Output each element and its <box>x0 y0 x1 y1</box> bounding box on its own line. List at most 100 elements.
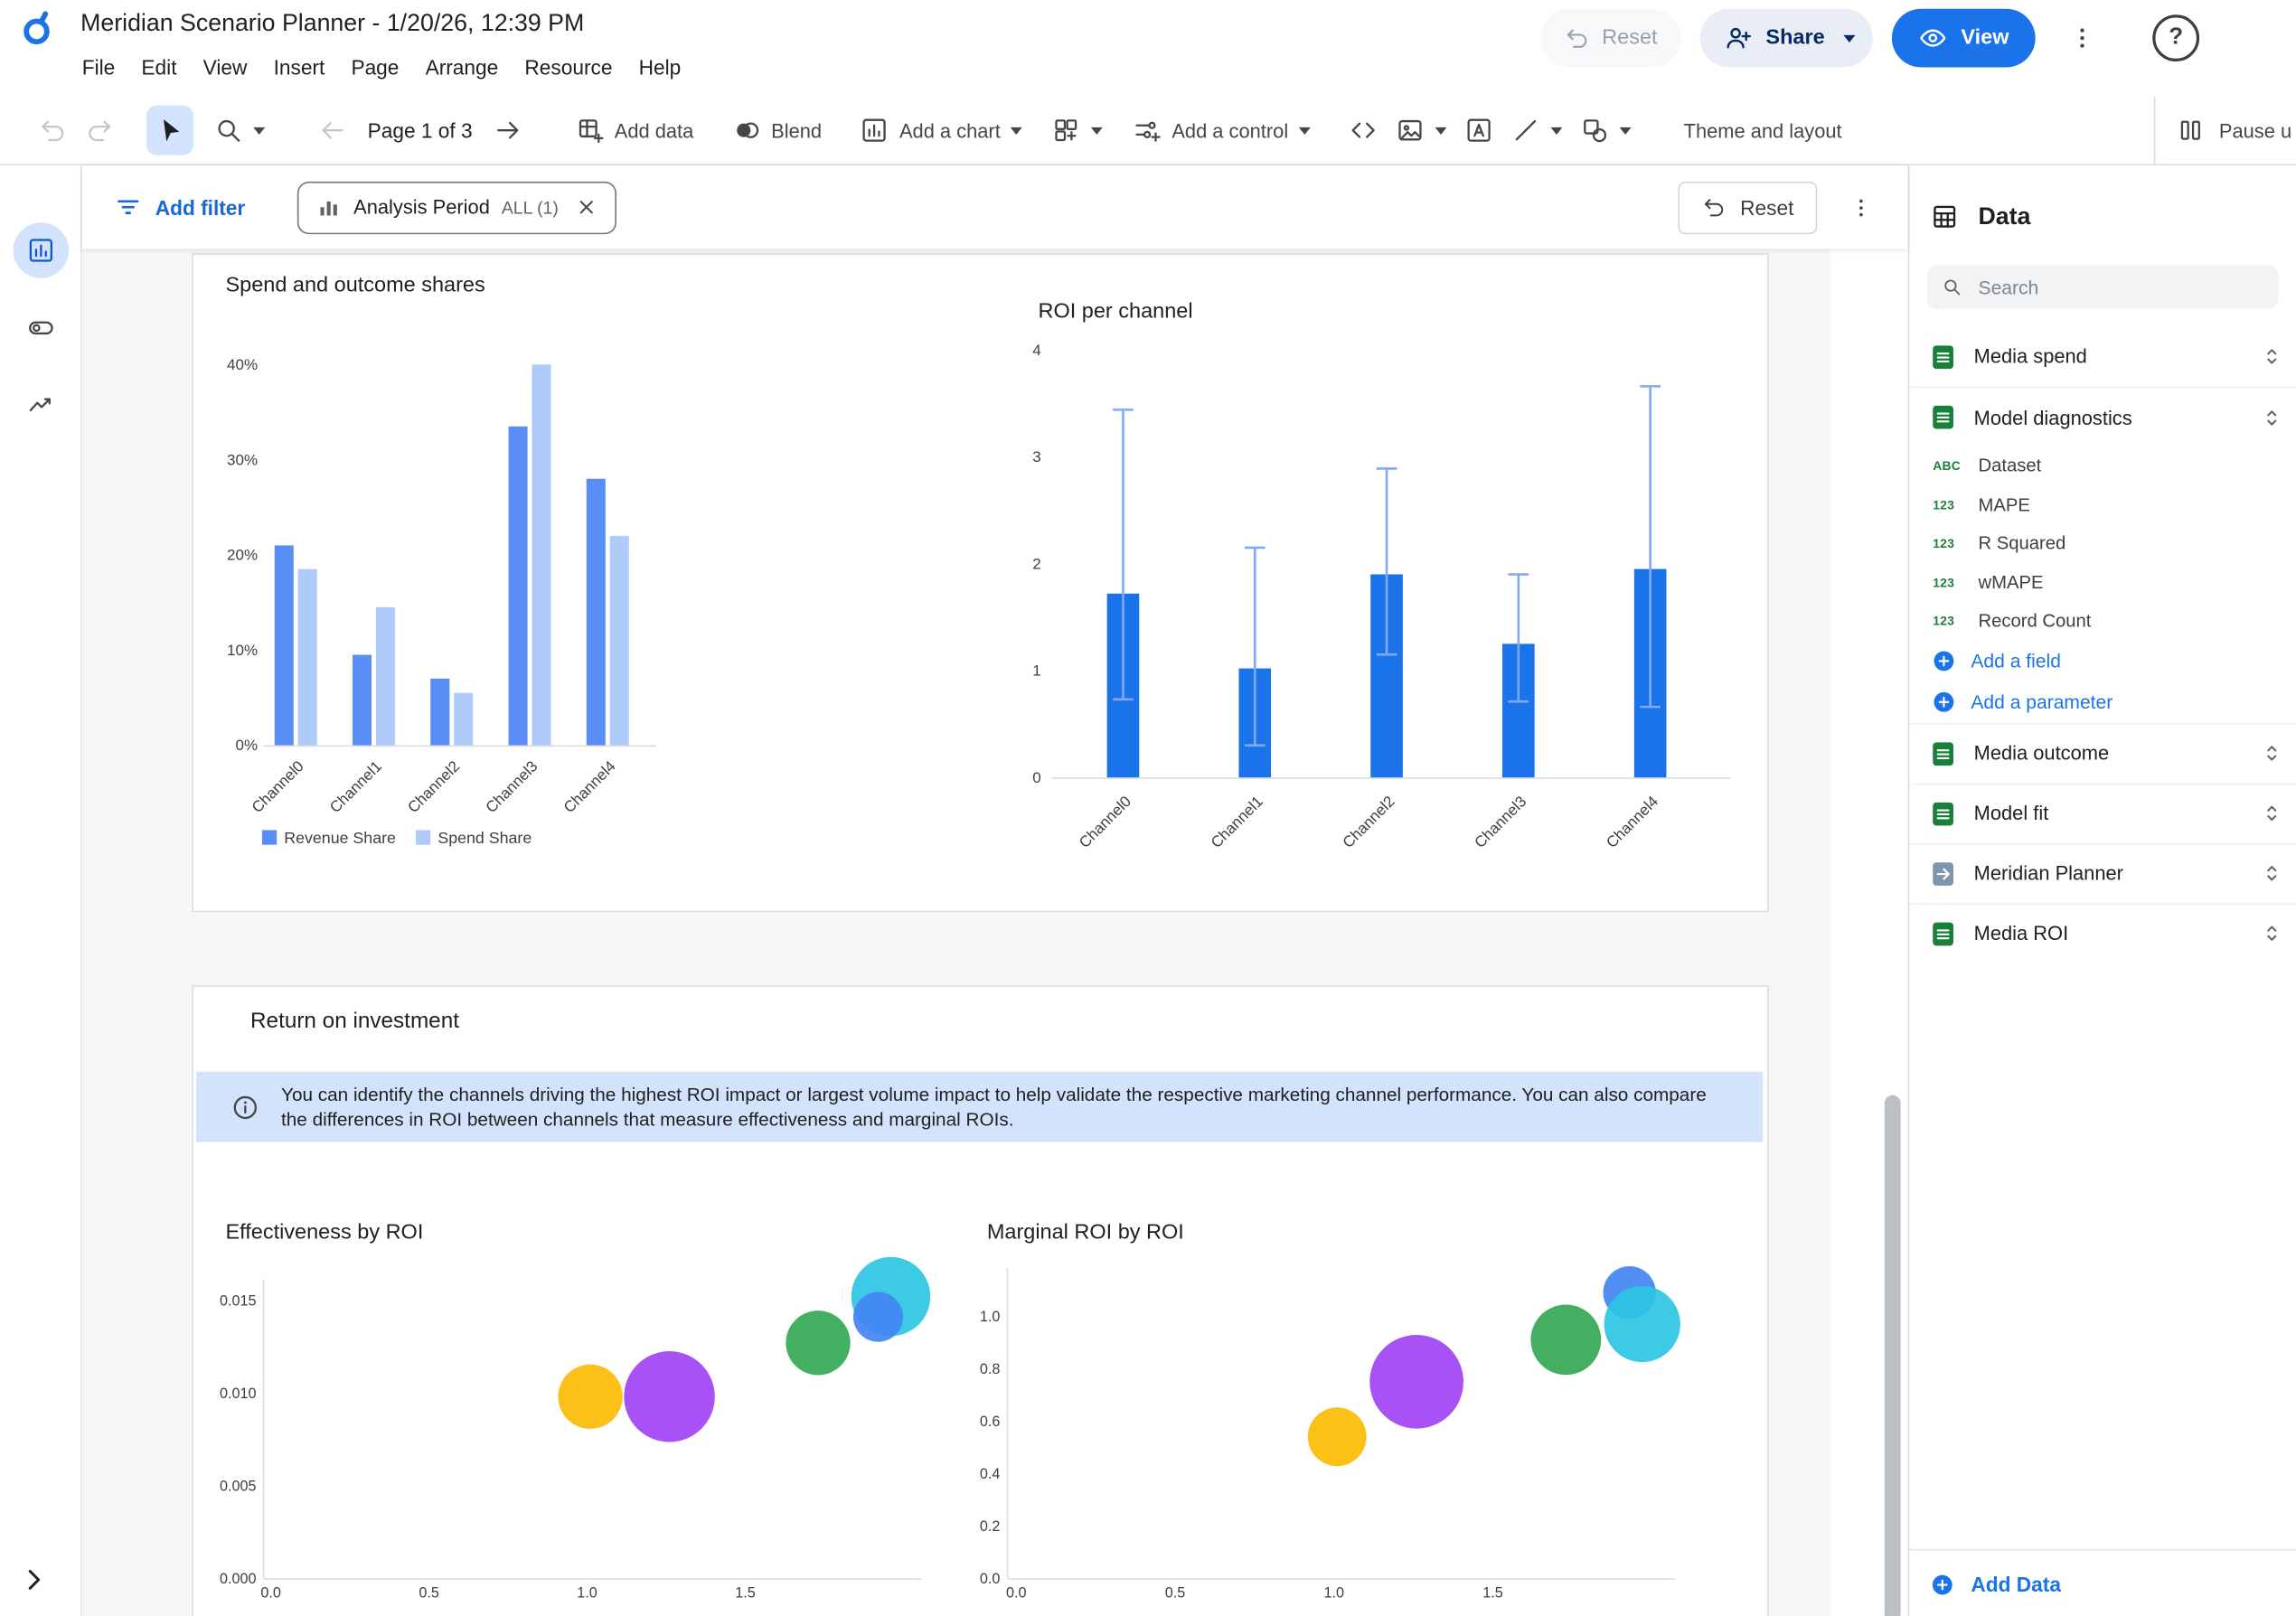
field-mape[interactable]: 123 MAPE <box>1909 485 2296 524</box>
header-more-options-button[interactable] <box>2055 10 2111 66</box>
data-source-media-spend[interactable]: Media spend <box>1909 326 2296 386</box>
rail-controls-button[interactable] <box>14 302 66 354</box>
field-dataset[interactable]: ABC Dataset <box>1909 446 2296 485</box>
panel-action-add-a-field[interactable]: Add a field <box>1909 641 2296 681</box>
svg-text:Spend Share: Spend Share <box>438 829 532 847</box>
svg-text:0.5: 0.5 <box>1165 1584 1186 1601</box>
data-source-meridian-planner[interactable]: Meridian Planner <box>1909 842 2296 902</box>
kebab-icon <box>1859 198 1863 216</box>
add-filter-button[interactable]: Add filter <box>114 193 245 221</box>
source-name: Model diagnostics <box>1973 406 2132 428</box>
chip-close-button[interactable] <box>576 196 598 218</box>
zoom-tool-button[interactable] <box>205 106 274 155</box>
data-source-model-diagnostics[interactable]: Model diagnostics <box>1909 386 2296 446</box>
reset-button-top[interactable]: Reset <box>1540 8 1681 68</box>
community-visualizations-button[interactable] <box>1043 106 1112 155</box>
share-roi-charts-card[interactable]: Spend and outcome shares ROI per channel… <box>192 253 1769 913</box>
menu-arrange[interactable]: Arrange <box>425 55 499 80</box>
menu-resource[interactable]: Resource <box>524 55 613 80</box>
filter-bar-more-button[interactable] <box>1849 195 1873 219</box>
text-icon <box>1467 118 1491 142</box>
svg-text:0%: 0% <box>236 737 259 754</box>
image-icon <box>1398 119 1422 141</box>
panel-action-add-a-parameter[interactable]: Add a parameter <box>1909 681 2296 722</box>
chart-title-roi-per-channel: ROI per channel <box>1038 300 1193 324</box>
field-r-squared[interactable]: 123 R Squared <box>1909 524 2296 563</box>
page-indicator[interactable]: Page 1 of 3 <box>367 118 473 143</box>
sheets-icon <box>1930 920 1956 946</box>
arrow-right-icon <box>496 121 518 139</box>
field-type-badge: ABC <box>1933 458 1962 474</box>
unfold-icon[interactable] <box>2260 741 2285 766</box>
toggle-icon <box>28 321 52 335</box>
undo-icon <box>1705 199 1724 217</box>
svg-text:Channel3: Channel3 <box>483 757 541 816</box>
next-page-button[interactable] <box>485 106 532 155</box>
share-button[interactable]: Share <box>1699 8 1874 68</box>
search-input[interactable] <box>1975 274 2264 300</box>
field-wmape[interactable]: 123 wMAPE <box>1909 563 2296 602</box>
rail-expand-button[interactable] <box>19 1565 48 1594</box>
menu-view[interactable]: View <box>202 55 248 80</box>
menu-help[interactable]: Help <box>638 55 682 80</box>
svg-text:0.005: 0.005 <box>220 1478 257 1494</box>
add-data-button[interactable]: Add data <box>566 106 702 155</box>
svg-text:2: 2 <box>1032 555 1040 572</box>
help-button[interactable]: ? <box>2152 14 2200 62</box>
data-source-media-roi[interactable]: Media ROI <box>1909 902 2296 963</box>
unfold-icon[interactable] <box>2260 405 2285 430</box>
bubble-charts-plot[interactable]: 0.000 0.005 0.010 0.015 0.0 0.5 1.0 1.5 0.0 0.2 0.… <box>193 987 1764 1616</box>
unfold-icon[interactable] <box>2260 921 2285 946</box>
menu-insert[interactable]: Insert <box>273 55 325 80</box>
data-source-media-outcome[interactable]: Media outcome <box>1909 722 2296 782</box>
previous-page-button[interactable] <box>309 106 356 155</box>
search-icon <box>1944 279 1961 296</box>
chip-chart-icon <box>321 201 338 216</box>
shape-caret-icon <box>1619 127 1632 135</box>
undo-button[interactable] <box>29 106 76 155</box>
field-record-count[interactable]: 123 Record Count <box>1909 602 2296 641</box>
return-on-investment-card[interactable]: Return on investment You can identify th… <box>192 985 1769 1616</box>
blend-button[interactable]: Blend <box>723 106 831 155</box>
svg-text:1.0: 1.0 <box>1323 1584 1344 1601</box>
redo-button[interactable] <box>76 106 123 155</box>
add-chart-button[interactable]: Add a chart <box>851 106 1030 155</box>
rail-trends-button[interactable] <box>14 378 66 430</box>
embed-code-button[interactable] <box>1340 106 1387 155</box>
data-source-model-fit[interactable]: Model fit <box>1909 782 2296 842</box>
sheets-icon <box>1930 800 1956 826</box>
menu-page[interactable]: Page <box>351 55 400 80</box>
blend-icon <box>736 122 758 138</box>
data-panel-header: Data <box>1909 165 2296 256</box>
share-dropdown-caret-icon[interactable] <box>1843 34 1856 42</box>
reset-filters-button[interactable]: Reset <box>1679 181 1818 234</box>
vertical-scrollbar[interactable] <box>1884 1095 1901 1616</box>
insert-image-button[interactable] <box>1387 106 1455 155</box>
insert-text-button[interactable] <box>1455 106 1502 155</box>
insert-line-button[interactable] <box>1502 106 1571 155</box>
pause-updates-button[interactable]: Pause u <box>2219 106 2291 155</box>
line-icon <box>1515 119 1536 141</box>
svg-text:1.0: 1.0 <box>577 1584 598 1601</box>
select-tool-button[interactable] <box>146 105 193 155</box>
menu-file[interactable]: File <box>81 55 116 80</box>
svg-text:0.0: 0.0 <box>1006 1584 1027 1601</box>
unfold-icon[interactable] <box>2260 861 2285 887</box>
data-panel-search[interactable] <box>1926 265 2279 309</box>
add-circle-icon <box>1932 649 1957 674</box>
add-control-button[interactable]: Add a control <box>1124 106 1319 155</box>
theme-and-layout-button[interactable]: Theme and layout <box>1675 106 1851 155</box>
line-caret-icon <box>1550 127 1563 135</box>
bar-charts-plot[interactable]: 0% 10% 20% 30% 40% Channel0 Channel1 Channel2 Ch… <box>193 255 1764 907</box>
add-data-footer[interactable]: Add Data <box>1909 1548 2296 1616</box>
unfold-icon[interactable] <box>2260 801 2285 826</box>
view-button[interactable]: View <box>1892 8 2036 68</box>
analysis-period-filter-chip[interactable]: Analysis Period ALL (1) <box>297 181 617 234</box>
svg-text:Channel2: Channel2 <box>404 757 463 816</box>
rail-report-view-button[interactable] <box>12 222 69 278</box>
menu-edit[interactable]: Edit <box>141 55 177 80</box>
insert-shape-button[interactable] <box>1571 106 1640 155</box>
unfold-icon[interactable] <box>2260 344 2285 370</box>
looker-studio-logo[interactable] <box>19 7 57 48</box>
document-title[interactable]: Meridian Scenario Planner - 1/20/26, 12:… <box>80 10 585 37</box>
